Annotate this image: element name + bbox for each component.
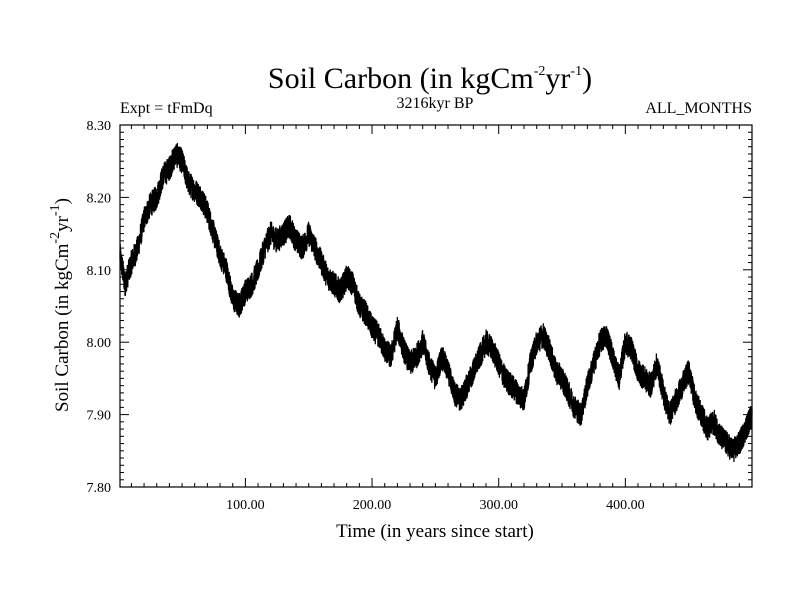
x-axis-title: Time (in years since start) bbox=[336, 521, 534, 542]
plot-area: 100.00 200.00 300.00 400.00 7.80 7.90 8.00 8.10… bbox=[87, 119, 753, 513]
experiment-label: Expt = tFmDq bbox=[120, 100, 213, 117]
y-tick-label: 8.10 bbox=[87, 264, 112, 279]
plot-frame bbox=[119, 124, 753, 488]
soil-carbon-series-line bbox=[119, 142, 753, 463]
x-tick-label: 400.00 bbox=[606, 498, 645, 513]
x-tick-label: 100.00 bbox=[226, 498, 265, 513]
y-tick-label: 8.30 bbox=[87, 119, 112, 134]
x-tick-label: 300.00 bbox=[479, 498, 518, 513]
y-axis-title: Soil Carbon (in kgCm-2yr-1) bbox=[48, 198, 73, 412]
months-label: ALL_MONTHS bbox=[645, 100, 752, 117]
period-label: 3216kyr BP bbox=[397, 95, 474, 112]
chart-title: Soil Carbon (in kgCm-2yr-1) bbox=[268, 62, 592, 95]
y-tick-label: 8.20 bbox=[87, 191, 112, 206]
y-tick-label: 7.90 bbox=[87, 409, 112, 424]
y-tick-label: 7.80 bbox=[87, 481, 112, 496]
x-tick-label: 200.00 bbox=[353, 498, 392, 513]
y-tick-label: 8.00 bbox=[87, 336, 112, 351]
